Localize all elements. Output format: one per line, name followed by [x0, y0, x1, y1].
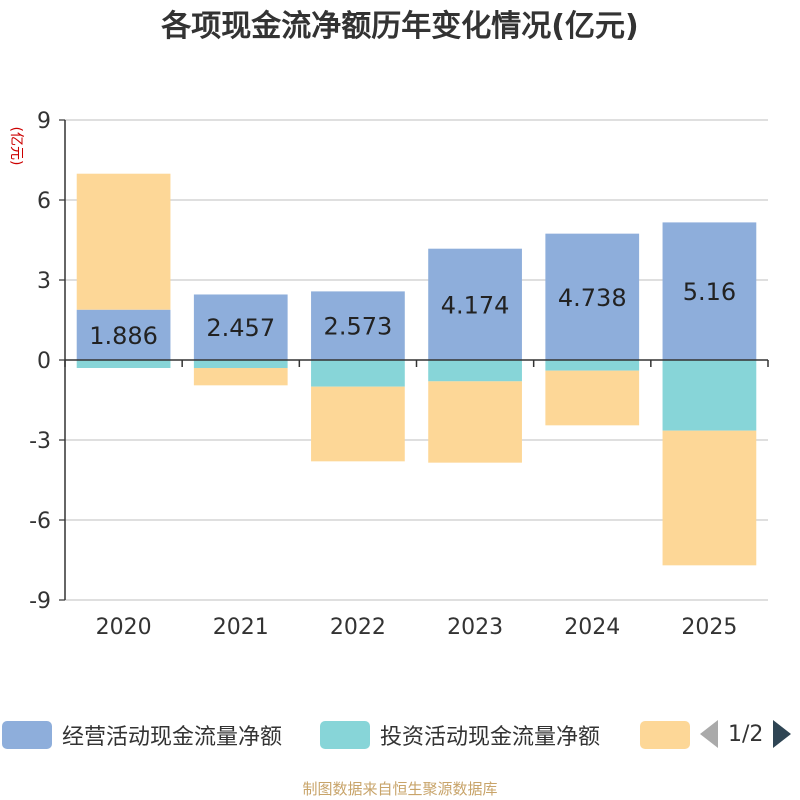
bar-2020-series-0[interactable] [76, 309, 171, 360]
legend-swatch-operating [2, 721, 52, 749]
legend-swatch-investing [320, 721, 370, 749]
bar-2023-series-2[interactable] [428, 381, 522, 463]
x-tick-label-2021: 2021 [213, 615, 269, 640]
axes-layer [59, 119, 769, 601]
bar-2020-series-2[interactable] [76, 173, 171, 310]
bar-2024-series-0[interactable] [545, 233, 640, 360]
y-tick-label: -9 [29, 589, 51, 614]
bar-2021-series-2[interactable] [193, 368, 288, 386]
bar-2025-series-2[interactable] [662, 430, 757, 566]
legend-label-operating: 经营活动现金流量净额 [62, 725, 283, 750]
labels-layer: 9 6 3 0 -3 -6 -9 1.886 2020 2.457 2021 2.573 2022 4.1… [29, 109, 737, 640]
bar-2023-series-0[interactable] [428, 248, 522, 360]
cash-flow-chart: 各项现金流净额历年变化情况(亿元) (亿元) 9 6 3 0 -3 -6 -9 1.886 20… [8, 9, 769, 640]
bar-2025-series-0[interactable] [662, 222, 757, 360]
legend: 经营活动现金流量净额 投资活动现金流量净额 [0, 716, 800, 756]
x-tick-label-2022: 2022 [330, 615, 386, 640]
bar-2023-series-1[interactable] [428, 360, 522, 382]
data-label-2024: 4.738 [558, 284, 627, 312]
legend-prev-arrow-icon[interactable] [700, 720, 718, 748]
bars-layer [76, 173, 757, 566]
y-tick-label: -6 [29, 509, 51, 534]
bar-2025-series-1[interactable] [662, 360, 757, 431]
bar-2020-series-1[interactable] [76, 360, 171, 368]
y-axis-label: (亿元) [8, 127, 24, 166]
x-tick-label-2025: 2025 [681, 615, 737, 640]
bar-2022-series-1[interactable] [311, 360, 405, 387]
legend-label-investing: 投资活动现金流量净额 [380, 725, 601, 750]
data-label-2020: 1.886 [89, 322, 158, 350]
legend-item-operating[interactable]: 经营活动现金流量净额 [2, 720, 282, 750]
y-tick-label: 3 [37, 269, 51, 294]
data-label-2025: 5.16 [683, 278, 736, 306]
y-tick-label: 6 [37, 189, 51, 214]
y-tick-label: 0 [37, 349, 51, 374]
x-tick-label-2020: 2020 [96, 615, 152, 640]
y-tick-label: -3 [29, 429, 51, 454]
bar-2021-series-0[interactable] [193, 294, 288, 360]
data-source-note: 制图数据来自恒生聚源数据库 [302, 780, 498, 798]
data-label-2022: 2.573 [324, 313, 393, 341]
data-label-2023: 4.174 [441, 291, 510, 319]
bar-2021-series-1[interactable] [193, 360, 288, 368]
data-label-2021: 2.457 [206, 314, 275, 342]
grid-lines [65, 119, 768, 601]
legend-pager: 1/2 [700, 718, 792, 750]
legend-item-financing[interactable] [640, 720, 690, 750]
x-tick-label-2023: 2023 [447, 615, 503, 640]
bar-2022-series-0[interactable] [311, 291, 405, 360]
bar-2024-series-2[interactable] [545, 370, 640, 426]
x-tick-label-2024: 2024 [564, 615, 620, 640]
chart-title: 各项现金流净额历年变化情况(亿元) [160, 9, 638, 44]
bar-2022-series-2[interactable] [311, 386, 405, 462]
legend-swatch-financing [640, 721, 690, 749]
legend-next-arrow-icon[interactable] [773, 720, 792, 748]
bar-2024-series-1[interactable] [545, 360, 640, 371]
y-tick-label: 9 [37, 109, 51, 134]
legend-page-indicator: 1/2 [728, 721, 764, 747]
legend-item-investing[interactable]: 投资活动现金流量净额 [320, 720, 600, 750]
